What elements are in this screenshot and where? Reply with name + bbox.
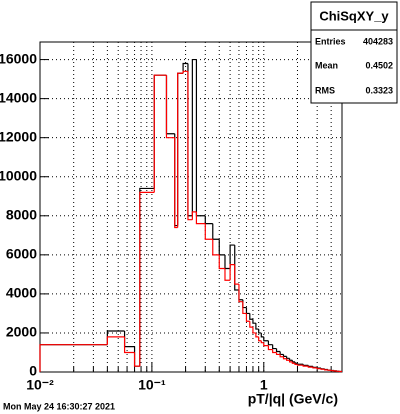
y-tick-label: 6000 (6, 246, 37, 262)
histogram-bin (324, 369, 329, 371)
histogram-bin (263, 342, 269, 347)
histogram-bin (191, 58, 197, 216)
histogram-bin (191, 211, 197, 220)
histogram-bin (282, 354, 287, 357)
histogram-bin (279, 354, 284, 358)
histogram-bin (212, 239, 220, 256)
histogram-bin (307, 366, 313, 368)
stats-label: Mean (315, 60, 338, 70)
histogram-bin (139, 191, 155, 367)
histogram-bin (272, 344, 277, 350)
histogram-bin (123, 336, 135, 354)
histogram-bin (174, 137, 178, 229)
y-tick-label: 14000 (0, 89, 37, 105)
stats-label: RMS (315, 85, 335, 95)
histogram-bin (288, 360, 293, 363)
histogram-bin (249, 321, 253, 328)
x-tick-label: 10⁻² (26, 377, 54, 393)
histogram-bin (267, 340, 273, 346)
y-tick-label: 4000 (6, 285, 37, 301)
histogram-bin (234, 264, 239, 285)
histogram-bin (255, 323, 259, 330)
histogram-bin (39, 344, 108, 372)
histogram-bin (153, 74, 167, 193)
y-tick-label: 0 (29, 363, 37, 379)
histogram-bin (258, 336, 262, 342)
stats-value: 404283 (363, 36, 393, 46)
timestamp: Mon May 24 16:30:27 2021 (3, 401, 115, 411)
histogram-bin (182, 70, 188, 74)
y-tick-label: 12000 (0, 128, 37, 144)
x-tick-label: 10⁻¹ (138, 377, 166, 393)
histogram-bin (286, 358, 290, 361)
histogram-bin (182, 62, 188, 74)
histogram-bin (258, 329, 262, 334)
histogram-bin (275, 348, 281, 353)
histogram-bin (229, 244, 235, 269)
histogram-bin (320, 368, 325, 370)
y-tick-label: 16000 (0, 50, 37, 66)
y-tick-label: 10000 (0, 167, 37, 183)
histogram-bin (204, 223, 213, 240)
histogram-bin (296, 364, 304, 366)
histogram-bin (245, 313, 250, 322)
histogram-bin (260, 332, 264, 338)
histogram-bin (291, 361, 295, 364)
histogram-bin (187, 71, 193, 221)
histogram-bin (260, 340, 264, 344)
histogram-bin (177, 72, 184, 228)
histogram-bin (252, 319, 256, 324)
y-tick-label: 2000 (6, 324, 37, 340)
histogram-bin (312, 367, 318, 369)
histogram-bin (165, 75, 175, 139)
histogram-bin (234, 245, 239, 291)
plot-frame (39, 41, 343, 373)
y-tick-label: 8000 (6, 206, 37, 222)
x-tick-label: 1 (260, 377, 268, 393)
histogram-bin (296, 363, 304, 365)
histogram-bin (224, 268, 231, 281)
x-axis-label: pT/|q| (GeV/c) (248, 391, 338, 407)
histogram-bin (282, 356, 287, 360)
histogram-bin (229, 264, 235, 281)
histogram-bin (316, 367, 322, 370)
histogram-bin (218, 254, 225, 270)
histogram-bin (249, 313, 253, 320)
stats-label: Entries (315, 36, 346, 46)
histogram-bin (291, 360, 295, 363)
histogram-bin (275, 352, 281, 356)
histogram-bin (263, 336, 269, 342)
histogram-bin (238, 284, 243, 303)
histogram-bin (302, 365, 309, 367)
histogram-bin (195, 211, 206, 225)
histogram-bin (242, 301, 247, 315)
stats-title: ChiSqXY_y (319, 8, 389, 23)
histogram-bin (252, 327, 256, 334)
histogram-bin (294, 363, 298, 365)
histogram-bin (272, 349, 277, 354)
stats-value: 0.4502 (365, 60, 393, 70)
histogram-bin (133, 352, 140, 367)
histogram-bin (267, 345, 273, 351)
stats-box: ChiSqXY_y Entries 404283 Mean 0.4502 RMS… (310, 1, 398, 104)
stats-frame (310, 1, 398, 104)
stats-value: 0.3323 (365, 85, 393, 95)
histogram-bin (106, 336, 125, 345)
histogram-bin (255, 332, 259, 338)
histogram-bin (218, 239, 225, 256)
